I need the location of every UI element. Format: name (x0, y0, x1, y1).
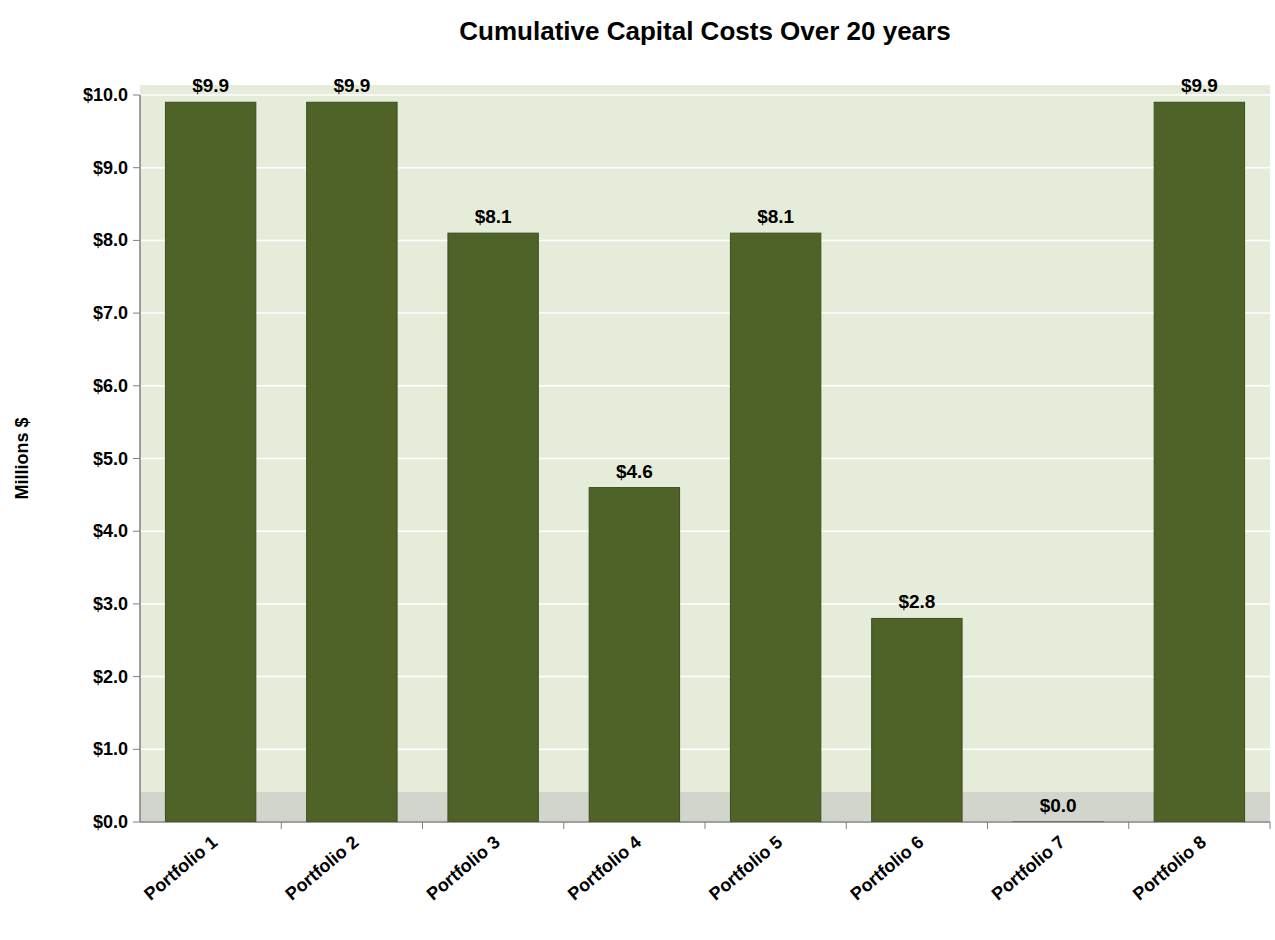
tick-mark (133, 676, 140, 677)
x-tick-label: Portfolio 3 (423, 832, 504, 905)
x-tick-mark (1128, 822, 1129, 829)
tick-mark (133, 95, 140, 96)
y-axis (139, 95, 141, 822)
data-label: $4.6 (616, 461, 653, 482)
x-tick-label: Portfolio 1 (140, 832, 221, 905)
y-tick-label: $1.0 (93, 739, 128, 759)
x-tick-mark (563, 822, 564, 829)
chart: $0.0 $1.0 $2.0 $3.0 $4.0 $5.0 $6.0 $7.0 $8.0 $9.0… (0, 0, 1275, 940)
x-tick-mark (705, 822, 706, 829)
tick-mark (133, 458, 140, 459)
y-tick-label: $0.0 (93, 812, 128, 832)
plot-background (140, 85, 1270, 822)
x-tick-mark (987, 822, 988, 829)
title: Cumulative Capital Costs Over 20 years (459, 16, 950, 46)
x-tick-mark (422, 822, 423, 829)
tick-mark (133, 167, 140, 168)
tick-mark (133, 531, 140, 532)
bar (730, 233, 820, 822)
x-tick-label: Portfolio 8 (1129, 832, 1210, 905)
data-label: $0.0 (1040, 795, 1077, 816)
x-tick-label: Portfolio 5 (705, 832, 786, 905)
data-label: $2.8 (898, 591, 935, 612)
tick-mark (133, 749, 140, 750)
tick-mark (133, 822, 140, 823)
data-label: $8.1 (757, 206, 794, 227)
x-tick-mark (1270, 822, 1271, 829)
y-tick-label: $7.0 (93, 303, 128, 323)
y-tick-label: $2.0 (93, 667, 128, 687)
bar (872, 618, 962, 822)
tick-mark (133, 313, 140, 314)
y-tick-label: $6.0 (93, 376, 128, 396)
y-tick-label: $5.0 (93, 449, 128, 469)
grid-line (140, 94, 1270, 96)
bars (165, 102, 1244, 822)
x-tick-label: Portfolio 4 (564, 832, 645, 905)
x-tick-label: Portfolio 2 (281, 832, 362, 905)
y-tick-label: $9.0 (93, 158, 128, 178)
x-tick-label: Portfolio 6 (846, 832, 927, 905)
bar (1154, 102, 1244, 822)
y-axis-title: Millions $ (12, 417, 32, 499)
x-tick-label: Portfolio 7 (988, 832, 1069, 905)
bar (165, 102, 255, 822)
tick-mark (133, 240, 140, 241)
y-tick-label: $3.0 (93, 594, 128, 614)
data-label: $9.9 (1181, 75, 1218, 96)
tick-mark (133, 385, 140, 386)
x-tick-mark (281, 822, 282, 829)
y-tick-label: $8.0 (93, 230, 128, 250)
tick-mark (133, 603, 140, 604)
bar (307, 102, 397, 822)
bar (448, 233, 538, 822)
bar (1013, 822, 1103, 823)
x-tick-mark (846, 822, 847, 829)
bar (589, 488, 679, 822)
y-tick-label: $4.0 (93, 521, 128, 541)
data-label: $8.1 (475, 206, 512, 227)
data-label: $9.9 (333, 75, 370, 96)
data-label: $9.9 (192, 75, 229, 96)
y-tick-label: $10.0 (83, 85, 128, 105)
